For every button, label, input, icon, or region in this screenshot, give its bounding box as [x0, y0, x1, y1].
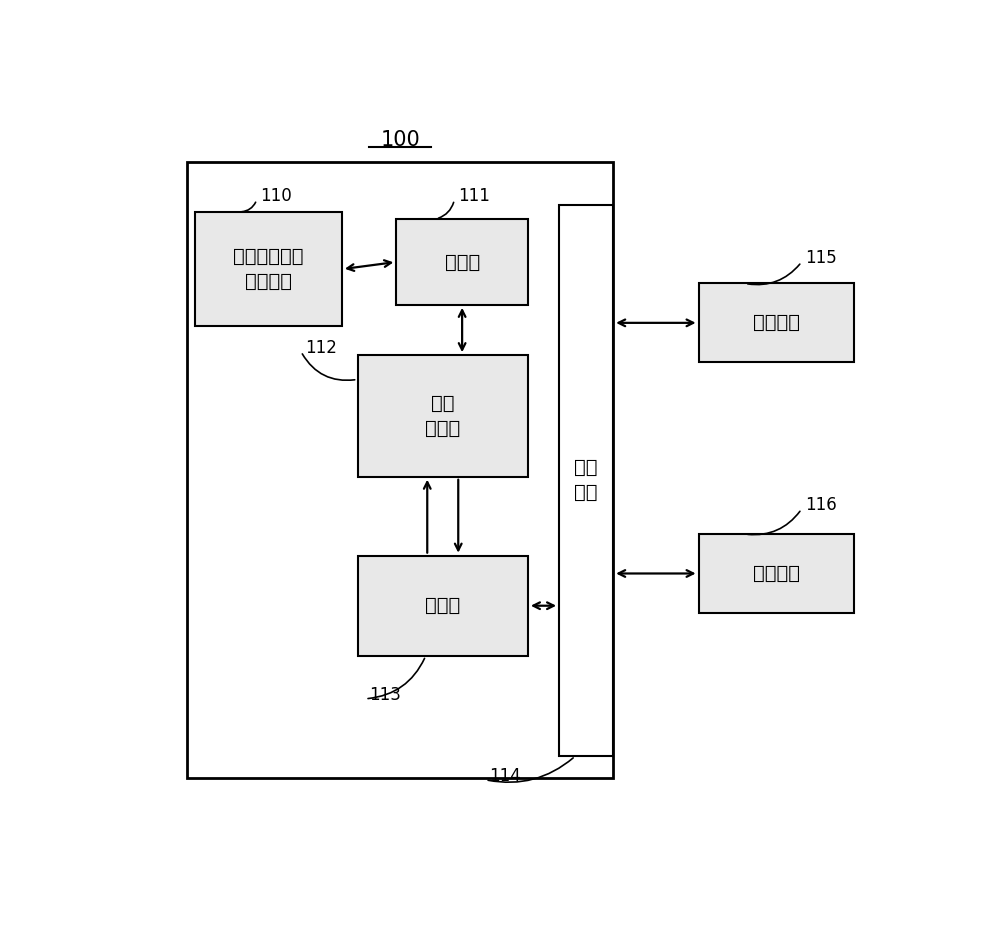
Text: 顯示設備智能
提醒裝置: 顯示設備智能 提醒裝置: [233, 247, 304, 291]
Text: 114: 114: [489, 767, 521, 785]
Text: 113: 113: [369, 686, 401, 704]
Text: 存儲器: 存儲器: [444, 252, 480, 272]
Text: 處理器: 處理器: [425, 596, 460, 616]
Bar: [559, 205, 613, 756]
Text: 音頻單元: 音頻單元: [753, 564, 800, 583]
Bar: [187, 162, 613, 777]
Bar: [698, 534, 854, 613]
Text: 顯示單元: 顯示單元: [753, 313, 800, 332]
Text: 111: 111: [458, 187, 490, 206]
Text: 116: 116: [805, 497, 837, 514]
Text: 110: 110: [261, 187, 292, 206]
Bar: [396, 219, 528, 305]
Text: 外設
接口: 外設 接口: [574, 458, 598, 502]
Text: 112: 112: [305, 339, 337, 357]
Text: 存儲
控制器: 存儲 控制器: [425, 394, 460, 438]
Text: 100: 100: [380, 130, 420, 151]
Bar: [358, 355, 528, 477]
Bar: [358, 555, 528, 656]
Bar: [698, 284, 854, 363]
Text: 115: 115: [805, 249, 837, 268]
Bar: [195, 212, 342, 326]
